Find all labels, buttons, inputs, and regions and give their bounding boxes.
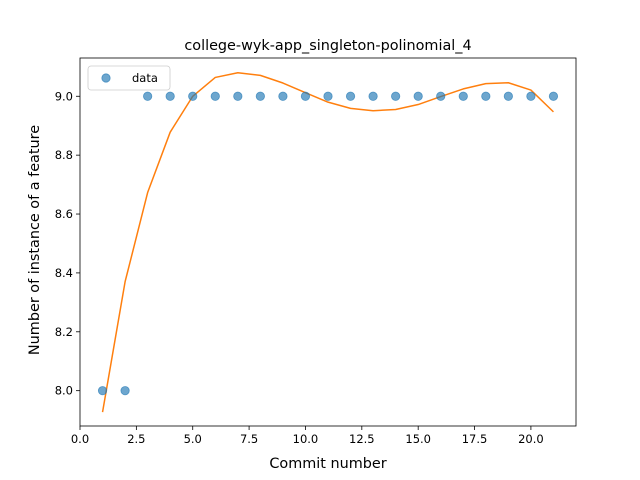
x-tick-label: 20.0 bbox=[518, 432, 544, 446]
y-tick-label: 9.0 bbox=[55, 89, 73, 103]
data-point bbox=[503, 91, 513, 101]
data-point bbox=[323, 91, 333, 101]
y-tick-label: 8.0 bbox=[55, 384, 73, 398]
x-tick-label: 7.5 bbox=[240, 432, 258, 446]
x-tick-label: 2.5 bbox=[127, 432, 145, 446]
data-point bbox=[345, 91, 356, 101]
data-point bbox=[188, 91, 198, 101]
legend-box bbox=[87, 65, 171, 91]
y-tick-label: 8.6 bbox=[55, 207, 73, 221]
plot-area: 0.0 2.5 5.0 7.5 10.0 12.5 15.0 17.5 20.0 8.0 8.2 8.… bbox=[55, 57, 577, 446]
axes-frame bbox=[79, 57, 577, 427]
x-axis-label: Commit number bbox=[269, 456, 386, 472]
data-point bbox=[300, 91, 311, 101]
data-point bbox=[278, 91, 288, 101]
data-point bbox=[143, 91, 153, 101]
fit-curve-line bbox=[101, 71, 554, 413]
data-point bbox=[255, 91, 265, 101]
data-point bbox=[548, 91, 559, 101]
data-point bbox=[391, 91, 401, 101]
y-tick-label: 8.2 bbox=[55, 325, 73, 339]
data-point bbox=[458, 91, 468, 101]
legend-marker bbox=[101, 73, 111, 83]
data-point bbox=[97, 386, 108, 396]
data-point bbox=[210, 91, 220, 101]
data-point bbox=[165, 91, 175, 101]
y-axis-label: Number of instance of a feature bbox=[27, 125, 43, 355]
data-point bbox=[436, 91, 446, 101]
y-tick-label: 8.4 bbox=[55, 266, 73, 280]
chart-title: college-wyk-app_singleton-polinomial_4 bbox=[184, 38, 471, 54]
data-point bbox=[526, 91, 536, 101]
x-tick-label: 12.5 bbox=[349, 432, 375, 446]
y-tick-label: 8.8 bbox=[55, 148, 73, 162]
data-point bbox=[233, 91, 243, 101]
x-tick-label: 0.0 bbox=[71, 432, 89, 446]
data-point bbox=[368, 91, 378, 101]
x-tick-label: 15.0 bbox=[405, 432, 431, 446]
data-point bbox=[413, 91, 423, 101]
x-tick-label: 10.0 bbox=[293, 432, 319, 446]
data-point bbox=[481, 91, 491, 101]
data-point bbox=[120, 386, 130, 396]
x-tick-label: 17.5 bbox=[462, 432, 488, 446]
x-tick-label: 5.0 bbox=[184, 432, 202, 446]
legend-label: data bbox=[132, 71, 158, 85]
